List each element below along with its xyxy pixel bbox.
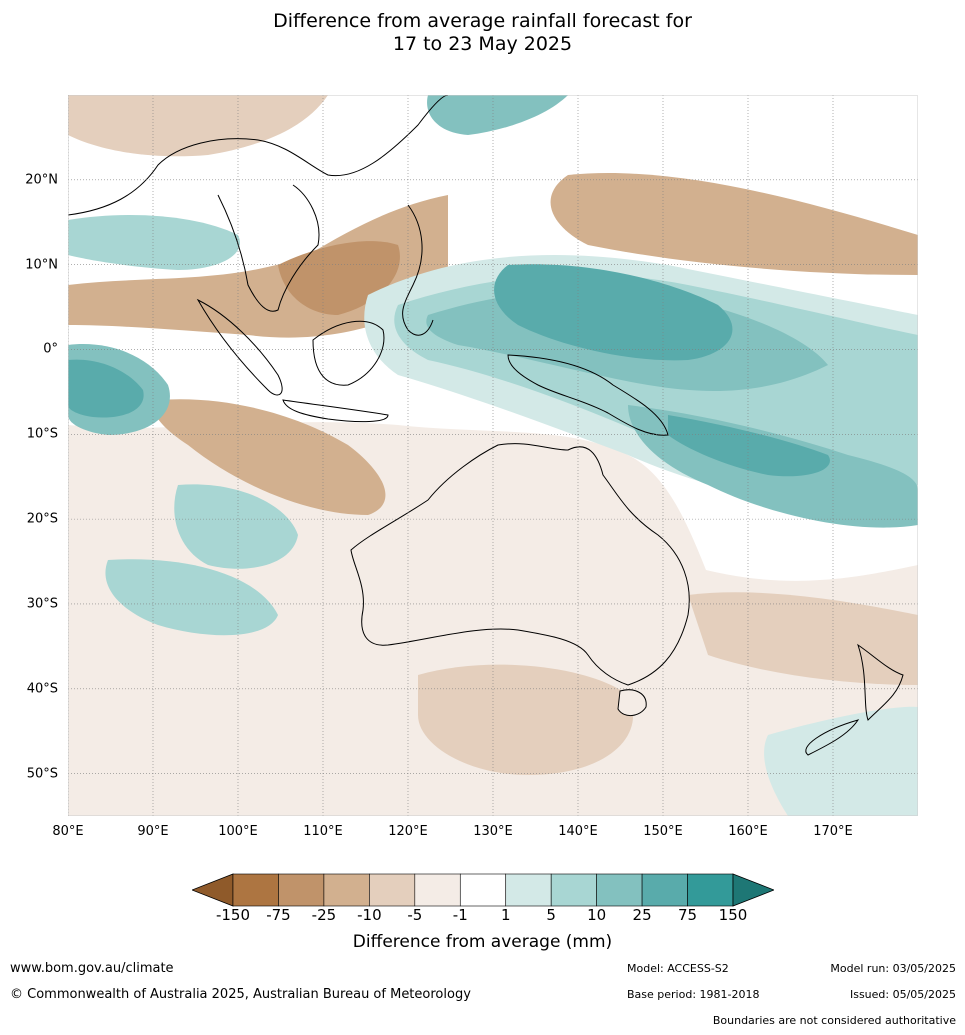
java-landmass [282,399,389,423]
colorbar-svg [190,873,776,907]
map-svg [68,95,918,816]
latitude-label: 10°N [25,257,58,273]
new-guinea-landmass [507,354,669,436]
footer-issued: Issued: 05/05/2025 [849,988,956,1001]
anomaly-dry-indian [154,399,386,515]
anomaly-wet-indian-core [68,359,144,418]
footer-model: Model: ACCESS-S2 [627,962,729,975]
longitude-label: 100°E [218,824,258,839]
longitude-label: 150°E [643,824,683,839]
anomaly-dry-pacific-band [550,173,918,275]
new-zealand-north [857,643,904,721]
latitude-label: 20°N [25,172,58,188]
indochina-coastline [217,184,320,312]
tasmania-landmass [617,689,647,716]
colorbar-extend-high [732,873,776,907]
longitude-label: 110°E [303,824,343,839]
colorbar-extend-low [190,873,234,907]
graticule [68,95,918,816]
colorbar-swatch [369,873,416,907]
latitude-label: 40°S [26,681,58,697]
colorbar-tick-label: -25 [311,906,337,924]
anomaly-dry-moderate-se [688,592,918,685]
colorbar-swatch [505,873,552,907]
philippines-landmass [402,204,434,336]
anomaly-wet-bay-of-bengal [68,215,240,270]
colorbar-swatch [323,873,370,907]
anomaly-wet-south-china-sea [427,95,568,135]
footer-disclaimer: Boundaries are not considered authoritat… [712,1014,956,1027]
colorbar-tick-label: -5 [407,906,423,924]
footer-copyright: © Commonwealth of Australia 2025, Austra… [10,987,471,1002]
anomaly-wet-coral-core [668,415,830,477]
title-line-2: 17 to 23 May 2025 [392,33,573,55]
anomaly-wet-south-indian [105,559,278,636]
anomaly-wet-core-tropics [494,264,733,361]
colorbar-tick-label: 5 [546,906,556,924]
colorbar-swatch [550,873,597,907]
latitude-label: 0° [43,341,58,357]
colorbar-tick-label: -1 [452,906,468,924]
colorbar-tick-label: 75 [677,906,698,924]
latitude-label: 30°S [26,596,58,612]
colorbar-tick-label: -10 [357,906,382,924]
colorbar-tick-label: 25 [632,906,652,924]
longitude-label: 80°E [52,824,84,839]
colorbar [190,873,776,907]
anomaly-wet-indian-south [174,484,298,569]
longitude-label: 160°E [728,824,768,839]
longitude-label: 90°E [137,824,169,839]
sumatra-landmass [196,298,283,396]
longitude-label: 130°E [473,824,513,839]
latitude-label: 10°S [26,426,58,442]
title-line-1: Difference from average rainfall forecas… [273,10,692,32]
rainfall-map [68,95,918,816]
colorbar-label: Difference from average (mm) [352,932,613,952]
colorbar-swatch [459,873,507,907]
footer-model-run: Model run: 03/05/2025 [830,962,956,975]
colorbar-tick-label: -75 [266,906,291,924]
anomaly-dry-moderate-south [418,664,634,775]
longitude-label: 170°E [813,824,853,839]
australia-landmass [350,443,690,686]
asia-coastline [68,95,449,216]
colorbar-tick-label: -150 [215,906,251,924]
footer-base-period: Base period: 1981-2018 [627,988,760,1001]
colorbar-swatch [278,873,325,907]
colorbar-swatch [414,873,461,907]
map-title: Difference from average rainfall forecas… [0,10,965,56]
map-border [68,95,918,816]
colorbar-swatch [596,873,643,907]
new-zealand-south [805,719,860,756]
colorbar-swatch [232,873,279,907]
longitude-label: 120°E [388,824,428,839]
borneo-landmass [312,320,385,386]
colorbar-swatch [641,873,688,907]
latitude-label: 50°S [26,766,58,782]
longitude-label: 140°E [558,824,598,839]
colorbar-tick-label: 10 [587,906,607,924]
footer-website[interactable]: www.bom.gov.au/climate [10,961,174,976]
colorbar-tick-label: 150 [718,906,748,924]
colorbar-swatch [687,873,734,907]
colorbar-tick-label: 1 [500,906,511,924]
latitude-label: 20°S [26,511,58,527]
anomaly-wet-tasman [764,706,918,816]
